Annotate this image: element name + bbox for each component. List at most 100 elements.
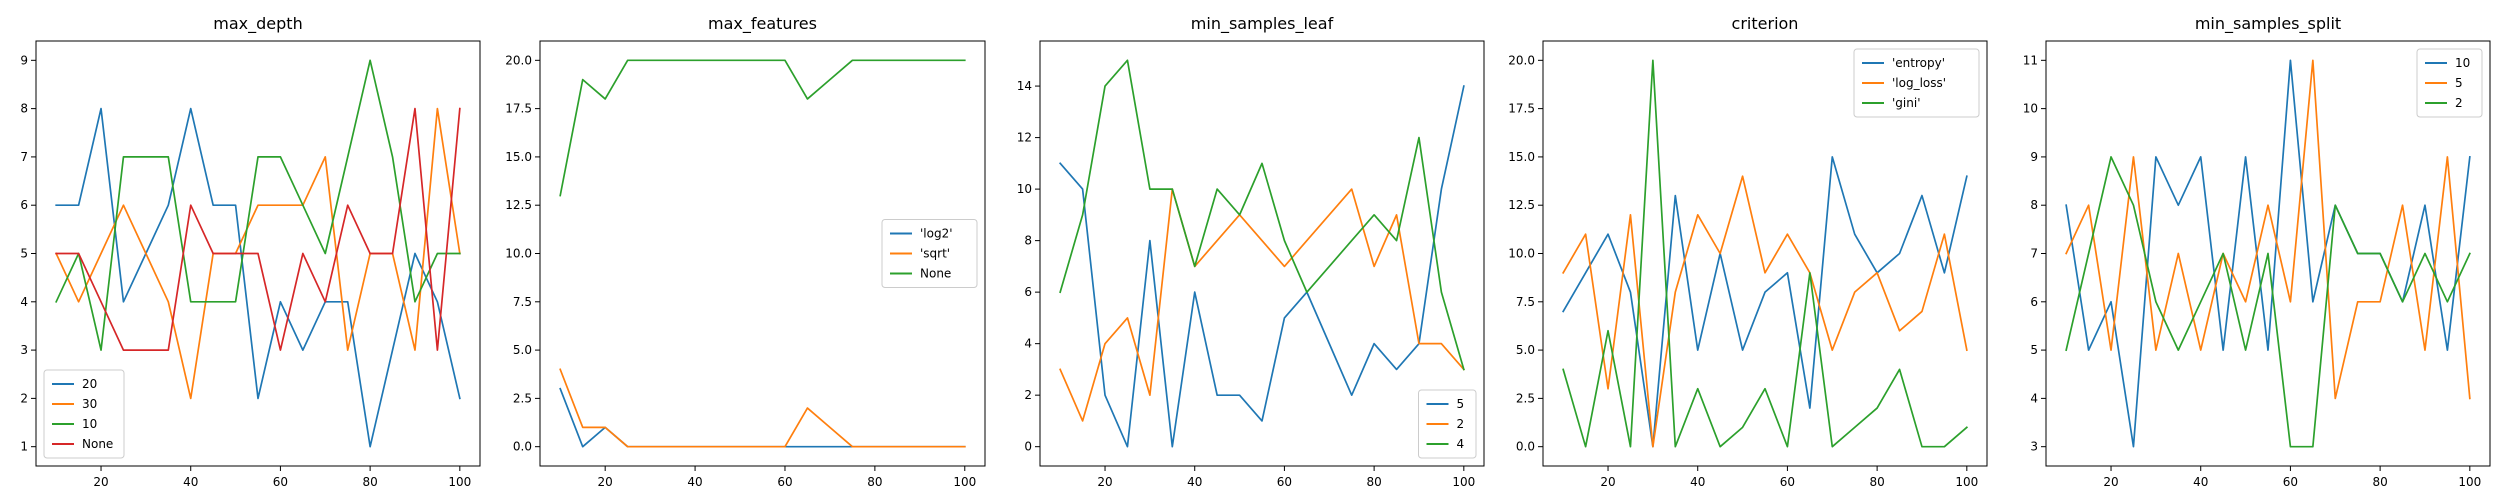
legend-label: 10 <box>82 417 97 431</box>
x-tick-label: 60 <box>777 475 792 489</box>
y-tick-label: 20.0 <box>505 53 532 67</box>
legend-frame <box>2416 48 2483 118</box>
y-tick-label: 2 <box>20 391 28 405</box>
y-tick-label: 9 <box>2030 150 2038 164</box>
y-tick-label: 5.0 <box>513 343 532 357</box>
y-tick-label: 8 <box>20 102 28 116</box>
y-tick-label: 10 <box>1017 182 1032 196</box>
series-line <box>1059 59 1465 371</box>
chart-title: criterion <box>1732 14 1799 33</box>
series-line <box>55 107 461 448</box>
y-tick-label: 0 <box>1024 440 1032 454</box>
legend-frame <box>1853 48 1980 118</box>
x-tick-label: 80 <box>1366 475 1381 489</box>
y-tick-label: 8 <box>2030 198 2038 212</box>
y-tick-label: 6 <box>1024 285 1032 299</box>
plot-frame <box>1039 40 1485 467</box>
legend: 5 2 4 <box>1418 389 1477 459</box>
x-tick-label: 20 <box>1600 475 1615 489</box>
series-line <box>2065 156 2471 448</box>
x-tick-label: 80 <box>362 475 377 489</box>
legend-label: 2 <box>1457 417 1465 431</box>
series-line <box>1059 188 1466 422</box>
x-tick-label: 100 <box>448 475 471 489</box>
y-tick-label: 2.5 <box>1516 391 1535 405</box>
y-tick-label: 8 <box>1024 234 1032 248</box>
legend: 'entropy' 'log_loss' 'gini' <box>1853 48 1980 118</box>
series-line <box>1562 175 1968 448</box>
series-line <box>1058 85 1465 448</box>
legend: 20 30 10 None <box>43 369 125 459</box>
y-tick-label: 4 <box>2030 391 2038 405</box>
y-tick-label: 7.5 <box>513 295 532 309</box>
y-tick-label: 7 <box>20 150 28 164</box>
legend-frame <box>881 219 978 288</box>
x-tick-label: 40 <box>1187 475 1202 489</box>
x-tick-label: 60 <box>1780 475 1795 489</box>
legend-label: 'gini' <box>1892 96 1921 110</box>
x-tick-label: 40 <box>2193 475 2208 489</box>
x-tick-label: 20 <box>1097 475 1112 489</box>
x-tick-label: 60 <box>2283 475 2298 489</box>
chart-panel: max_depth 20 40 60 80 100 1 2 3 4 5 6 7 8 9 20 30 10 None <box>20 14 481 489</box>
y-tick-label: 1 <box>20 440 28 454</box>
legend-label: None <box>920 267 951 281</box>
x-tick-label: 40 <box>183 475 198 489</box>
y-tick-label: 15.0 <box>505 150 532 164</box>
x-tick-label: 40 <box>687 475 702 489</box>
y-tick-label: 12.5 <box>505 198 532 212</box>
y-tick-label: 4 <box>20 295 28 309</box>
x-tick-label: 80 <box>1869 475 1884 489</box>
legend-label: 'log_loss' <box>1892 76 1946 90</box>
y-tick-label: 3 <box>2030 440 2038 454</box>
legend: 'log2' 'sqrt' None <box>881 219 978 288</box>
series-line <box>559 368 966 448</box>
legend-label: 4 <box>1457 437 1465 451</box>
series-line <box>55 107 461 351</box>
y-tick-label: 20.0 <box>1508 53 1535 67</box>
y-tick-label: 17.5 <box>1508 102 1535 116</box>
x-tick-label: 60 <box>273 475 288 489</box>
y-tick-label: 5 <box>2030 343 2038 357</box>
y-tick-label: 2 <box>1024 388 1032 402</box>
legend-label: 'sqrt' <box>920 247 950 261</box>
legend: 10 5 2 <box>2416 48 2483 118</box>
legend-label: 'entropy' <box>1892 56 1945 70</box>
y-tick-label: 10.0 <box>505 247 532 261</box>
x-tick-label: 80 <box>2372 475 2387 489</box>
legend-frame <box>43 369 125 459</box>
y-tick-label: 11 <box>2023 53 2038 67</box>
legend-label: None <box>82 437 113 451</box>
series-line <box>559 59 966 197</box>
chart-panel: min_samples_leaf 20 40 60 80 100 0 2 4 6 8 10 12 14 5 2… <box>1017 14 1485 489</box>
chart-panel: max_features 20 40 60 80 100 0.0 2.5 5.0 7.5 10.0 1… <box>505 14 986 489</box>
y-tick-label: 7.5 <box>1516 295 1535 309</box>
legend-label: 30 <box>82 397 97 411</box>
legend-label: 20 <box>82 377 97 391</box>
y-tick-label: 10.0 <box>1508 247 1535 261</box>
x-tick-label: 80 <box>867 475 882 489</box>
x-tick-label: 20 <box>2103 475 2118 489</box>
x-tick-label: 100 <box>1955 475 1978 489</box>
legend-label: 2 <box>2455 96 2463 110</box>
y-tick-label: 5.0 <box>1516 343 1535 357</box>
legend-label: 5 <box>2455 76 2463 90</box>
legend-label: 'log2' <box>920 227 953 241</box>
y-tick-label: 14 <box>1017 79 1032 93</box>
chart-title: min_samples_leaf <box>1191 14 1334 34</box>
y-tick-label: 0.0 <box>1516 440 1535 454</box>
legend-label: 5 <box>1457 397 1465 411</box>
y-tick-label: 5 <box>20 247 28 261</box>
series-line <box>1562 59 1969 448</box>
x-tick-label: 40 <box>1690 475 1705 489</box>
y-tick-label: 17.5 <box>505 102 532 116</box>
y-tick-label: 6 <box>20 198 28 212</box>
chart-title: max_depth <box>213 14 302 34</box>
series-line <box>1562 156 1968 448</box>
chart-title: max_features <box>708 14 817 34</box>
y-tick-label: 3 <box>20 343 28 357</box>
y-tick-label: 6 <box>2030 295 2038 309</box>
series-line <box>559 387 966 448</box>
x-tick-label: 20 <box>598 475 613 489</box>
